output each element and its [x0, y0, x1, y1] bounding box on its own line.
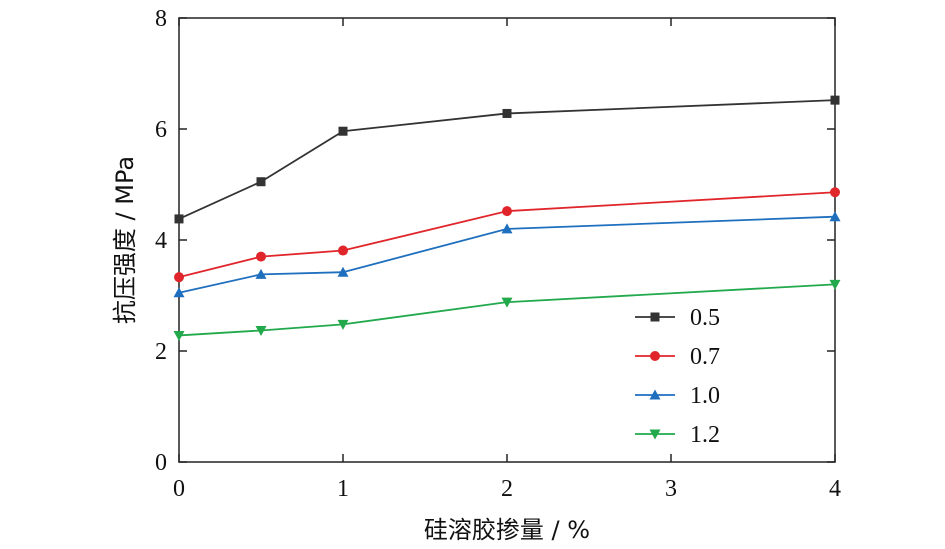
- series-1-0: [173, 211, 841, 298]
- y-tick-label: 0: [155, 450, 167, 476]
- x-tick-label: 0: [173, 476, 185, 502]
- legend-marker: [649, 389, 661, 400]
- legend-label: 1.0: [690, 383, 720, 409]
- data-point: [256, 251, 266, 262]
- plot-frame: [178, 17, 836, 463]
- y-axis-title: 抗压强度 / MPa: [111, 156, 139, 324]
- y-tick-label: 2: [155, 339, 167, 365]
- legend-marker: [649, 429, 661, 440]
- y-tick-label: 4: [155, 228, 167, 254]
- legend-item: 1.2: [635, 422, 720, 448]
- legend-item: 1.0: [635, 383, 720, 409]
- data-point: [256, 177, 266, 187]
- legend-label: 0.7: [690, 344, 720, 370]
- x-tick-label: 1: [337, 476, 349, 502]
- tick-labels: 0 1 2 3 4 0 2 4 6 8: [155, 6, 841, 502]
- legend-item: 0.5: [635, 305, 720, 331]
- data-point: [830, 187, 840, 198]
- data-point: [830, 95, 840, 105]
- data-point: [174, 214, 184, 224]
- legend: 0.5 0.7 1.0 1.2: [635, 305, 720, 448]
- series-0-7: [174, 187, 840, 283]
- data-point: [173, 330, 185, 341]
- legend-item: 0.7: [635, 344, 720, 370]
- y-tick-label: 8: [155, 6, 167, 32]
- legend-marker: [650, 312, 660, 322]
- legend-label: 0.5: [690, 305, 720, 331]
- data-point: [501, 297, 513, 308]
- data-point: [502, 206, 512, 217]
- x-tick-label: 3: [665, 476, 677, 502]
- x-tick-label: 4: [829, 476, 841, 502]
- data-point: [829, 211, 841, 222]
- data-point: [337, 266, 349, 277]
- legend-label: 1.2: [690, 422, 720, 448]
- data-point: [255, 325, 267, 336]
- data-point: [829, 279, 841, 290]
- data-point: [255, 268, 267, 279]
- series-line: [178, 283, 836, 337]
- x-axis-title: 硅溶胶掺量 / %: [424, 516, 590, 544]
- series-0-5: [174, 95, 840, 224]
- y-tick-label: 6: [155, 117, 167, 143]
- series-1-2: [173, 279, 841, 341]
- data-point: [337, 319, 349, 330]
- data-point: [173, 287, 185, 298]
- series-layer: [173, 95, 841, 341]
- data-point: [338, 126, 348, 136]
- legend-marker: [650, 351, 660, 361]
- series-line: [178, 191, 836, 279]
- data-point: [174, 272, 184, 283]
- data-point: [338, 245, 348, 256]
- axis-ticks: [178, 17, 836, 463]
- data-point: [502, 108, 512, 118]
- data-point: [501, 223, 513, 234]
- x-tick-label: 2: [501, 476, 513, 502]
